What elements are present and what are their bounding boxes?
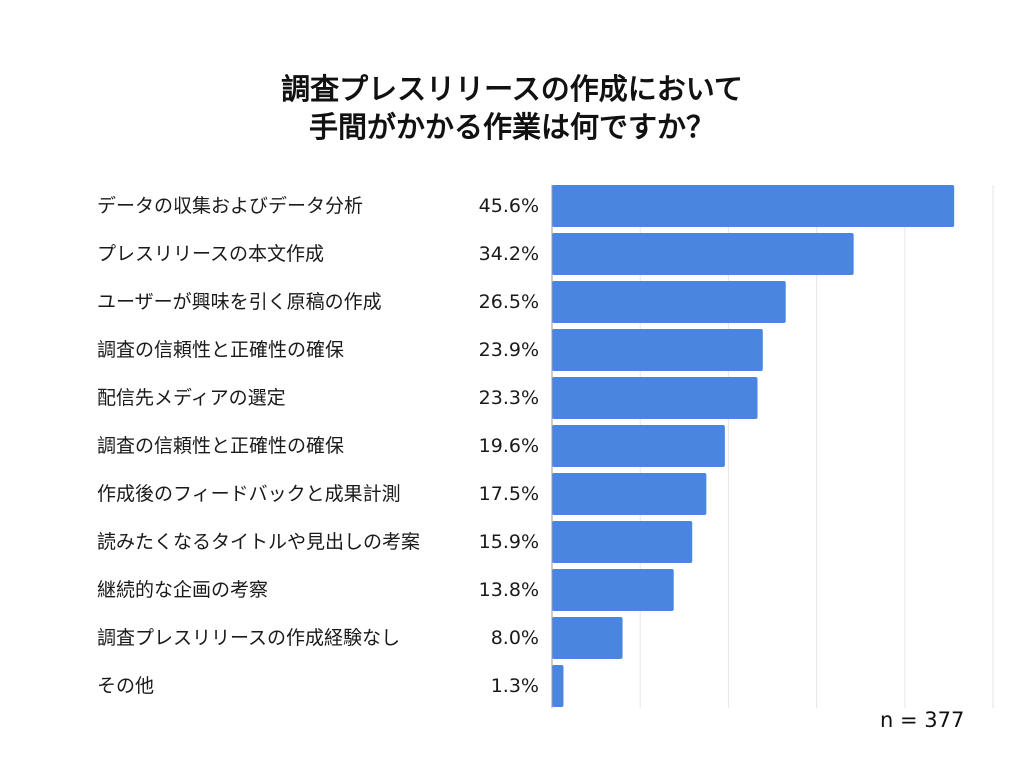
bar-3	[552, 329, 763, 371]
value-label-8: 13.8%	[479, 579, 539, 601]
value-label-3: 23.9%	[479, 339, 539, 361]
chart-title: 調査プレスリリースの作成において 手間がかかる作業は何ですか？	[0, 70, 1024, 146]
chart-title-line-1: 調査プレスリリースの作成において	[281, 72, 743, 106]
value-label-2: 26.5%	[479, 291, 539, 313]
bar-4	[552, 377, 758, 419]
value-label-9: 8.0%	[491, 627, 539, 649]
bar-5	[552, 425, 725, 467]
category-label-2: ユーザーが興味を引く原稿の作成	[97, 291, 382, 313]
category-label-5: 調査の信頼性と正確性の確保	[97, 435, 344, 457]
bar-6	[552, 473, 707, 515]
bar-9	[552, 617, 623, 659]
category-label-3: 調査の信頼性と正確性の確保	[97, 339, 344, 361]
value-label-4: 23.3%	[479, 387, 539, 409]
bar-2	[552, 281, 786, 323]
value-label-1: 34.2%	[479, 243, 539, 265]
category-label-4: 配信先メディアの選定	[97, 387, 286, 409]
bar-7	[552, 521, 693, 563]
value-label-5: 19.6%	[479, 435, 539, 457]
value-label-0: 45.6%	[479, 195, 539, 217]
category-label-0: データの収集およびデータ分析	[97, 195, 363, 217]
category-label-9: 調査プレスリリースの作成経験なし	[97, 627, 400, 649]
bar-1	[552, 233, 854, 275]
sample-size-note: n = 377	[880, 708, 965, 732]
category-label-10: その他	[97, 675, 154, 697]
category-label-8: 継続的な企画の考察	[97, 579, 268, 601]
category-label-6: 作成後のフィードバックと成果計測	[97, 483, 401, 505]
bar-10	[552, 665, 564, 707]
value-label-6: 17.5%	[479, 483, 539, 505]
bar-0	[552, 185, 955, 227]
value-label-10: 1.3%	[491, 675, 539, 697]
value-label-7: 15.9%	[479, 531, 539, 553]
category-label-7: 読みたくなるタイトルや見出しの考案	[97, 531, 420, 553]
category-label-1: プレスリリースの本文作成	[97, 243, 324, 265]
chart-title-line-2: 手間がかかる作業は何ですか？	[308, 110, 715, 144]
bar-8	[552, 569, 674, 611]
